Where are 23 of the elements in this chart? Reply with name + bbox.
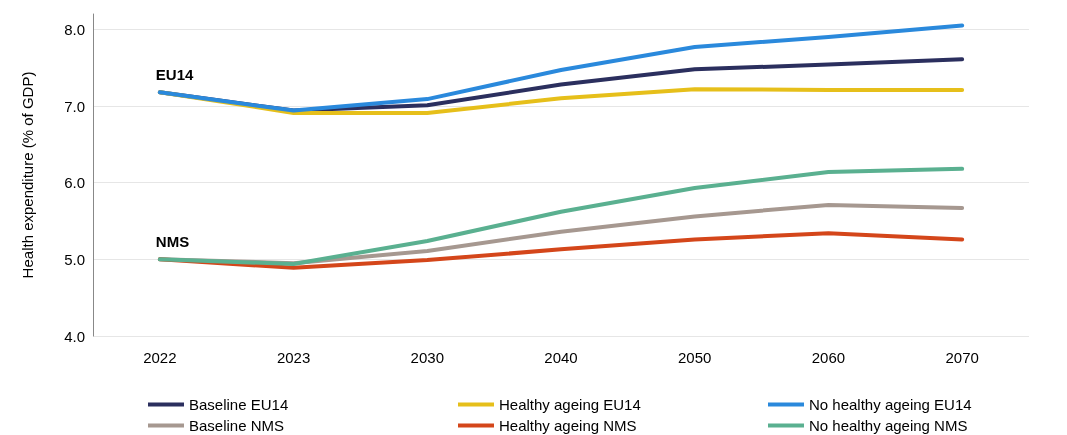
legend-label: No healthy ageing NMS — [809, 417, 968, 434]
y-tick-label: 8.0 — [64, 20, 85, 38]
y-tick-label: 4.0 — [64, 327, 85, 345]
legend-label: Healthy ageing NMS — [499, 417, 637, 434]
x-tick-label: 2022 — [143, 349, 177, 366]
x-tick-label: 2070 — [945, 349, 979, 366]
annotation: EU14 — [155, 66, 195, 84]
x-tick-label: 2040 — [544, 349, 578, 366]
x-tick-label: 2060 — [811, 349, 846, 366]
legend-label: Healthy ageing EU14 — [499, 396, 641, 413]
legend-label: No healthy ageing EU14 — [809, 396, 972, 413]
y-tick-label: 6.0 — [64, 174, 85, 192]
x-tick-label: 2030 — [410, 349, 444, 366]
line-series — [157, 166, 965, 266]
line-series — [157, 23, 965, 113]
legend-label: Baseline NMS — [189, 417, 285, 434]
legend-label: Baseline EU14 — [189, 396, 289, 413]
x-tick-label: 2023 — [276, 349, 311, 366]
y-axis-title: Health expenditure (% of GDP) — [19, 71, 36, 279]
annotation: NMS — [155, 233, 190, 251]
y-tick-label: 7.0 — [64, 97, 85, 115]
x-tick-label: 2050 — [678, 349, 712, 366]
y-tick-label: 5.0 — [64, 250, 85, 268]
